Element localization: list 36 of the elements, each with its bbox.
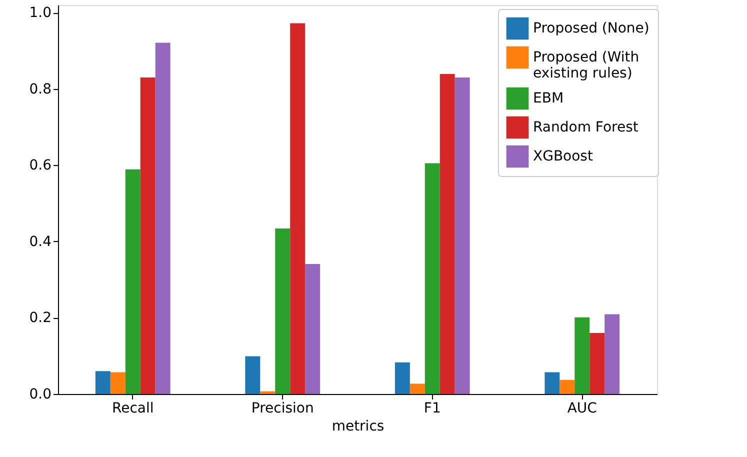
- bar: [394, 362, 410, 394]
- bar: [305, 264, 320, 394]
- x-axis-title: metrics: [332, 418, 384, 434]
- y-tick-label: 0.0: [29, 386, 52, 402]
- bar: [95, 371, 110, 394]
- bar: [574, 317, 590, 394]
- y-tick-label: 0.2: [29, 310, 52, 326]
- bar: [604, 314, 620, 394]
- bar: [245, 356, 260, 394]
- bar: [140, 77, 156, 394]
- y-tick-label: 0.6: [29, 158, 52, 174]
- bar: [410, 384, 425, 394]
- bar: [125, 169, 140, 394]
- bar: [260, 391, 276, 394]
- x-tick-label: Precision: [251, 400, 314, 416]
- legend-label: EBM: [533, 90, 564, 106]
- bar: [560, 380, 575, 394]
- bar: [454, 77, 470, 394]
- legend-label: Random Forest: [533, 120, 639, 136]
- bar: [424, 163, 440, 394]
- bar: [590, 332, 605, 394]
- x-tick-label: AUC: [567, 400, 598, 416]
- bar: [544, 372, 560, 394]
- legend-label: Proposed (With existing rules): [533, 50, 640, 82]
- bar: [275, 228, 290, 394]
- legend-label: Proposed (None): [533, 20, 650, 36]
- y-tick-label: 0.4: [29, 234, 52, 250]
- y-tick-label: 1.0: [29, 5, 52, 22]
- bar: [155, 42, 170, 394]
- x-tick-label: F1: [424, 400, 441, 416]
- legend-label: XGBoost: [533, 148, 594, 164]
- bar: [110, 372, 126, 394]
- y-tick-label: 0.8: [29, 81, 52, 98]
- bar: [290, 23, 306, 394]
- bar: [440, 74, 455, 394]
- x-tick-label: Recall: [112, 400, 154, 416]
